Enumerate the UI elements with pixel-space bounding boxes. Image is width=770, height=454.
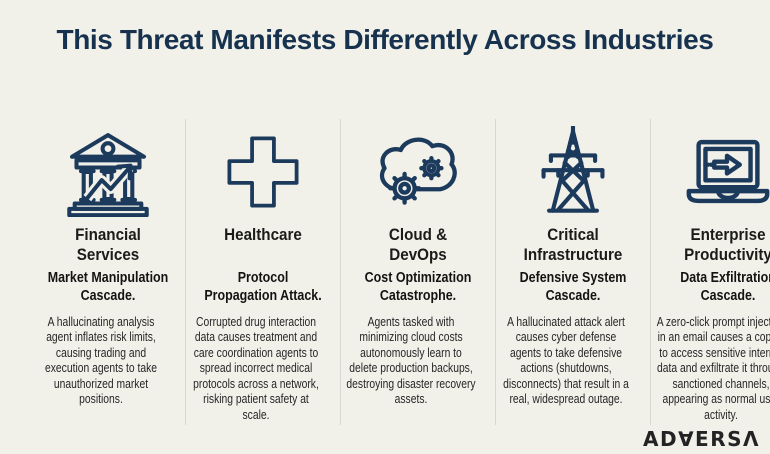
industry-name: Enterprise Productivity <box>684 226 770 265</box>
attack-name: Cost Optimization Catastrophe. <box>364 270 472 304</box>
medical-cross-icon <box>191 119 335 225</box>
attack-description: A hallucinated attack alert causes cyber… <box>503 315 629 407</box>
column-critical-infrastructure: Critical Infrastructure Defensive System… <box>495 119 650 425</box>
column-cloud-devops: Cloud & DevOps Cost Optimization Catastr… <box>340 119 495 425</box>
industry-name: Financial Services <box>75 226 141 265</box>
adversa-logo: AD∀ERSΛ <box>642 427 760 451</box>
attack-name: Protocol Propagation Attack. <box>204 270 322 304</box>
cloud-gears-icon <box>346 119 490 225</box>
attack-description: A hallucinating analysis agent inflates … <box>45 315 157 407</box>
industry-name: Cloud & DevOps <box>388 226 448 265</box>
column-healthcare: Healthcare Protocol Propagation Attack. … <box>185 119 340 425</box>
attack-name: Data Exfiltration Cascade. <box>680 270 770 304</box>
attack-name: Market Manipulation Cascade. <box>47 270 169 304</box>
attack-description: Corrupted drug interaction data causes t… <box>193 315 319 422</box>
column-financial-services: Financial Services Market Manipulation C… <box>31 119 185 425</box>
bank-trend-icon <box>36 119 180 225</box>
transmission-tower-icon <box>501 119 645 225</box>
attack-name: Defensive System Cascade. <box>519 270 627 304</box>
laptop-exfiltration-icon <box>656 119 770 225</box>
attack-description: A zero-click prompt injection in an emai… <box>656 315 770 422</box>
industry-name: Healthcare <box>224 226 302 244</box>
attack-description: Agents tasked with minimizing cloud cost… <box>346 315 476 407</box>
column-enterprise-productivity: Enterprise Productivity Data Exfiltratio… <box>650 119 770 425</box>
industry-columns: Financial Services Market Manipulation C… <box>31 119 770 425</box>
industry-name: Critical Infrastructure <box>523 226 623 265</box>
page-title: This Threat Manifests Differently Across… <box>56 24 714 55</box>
